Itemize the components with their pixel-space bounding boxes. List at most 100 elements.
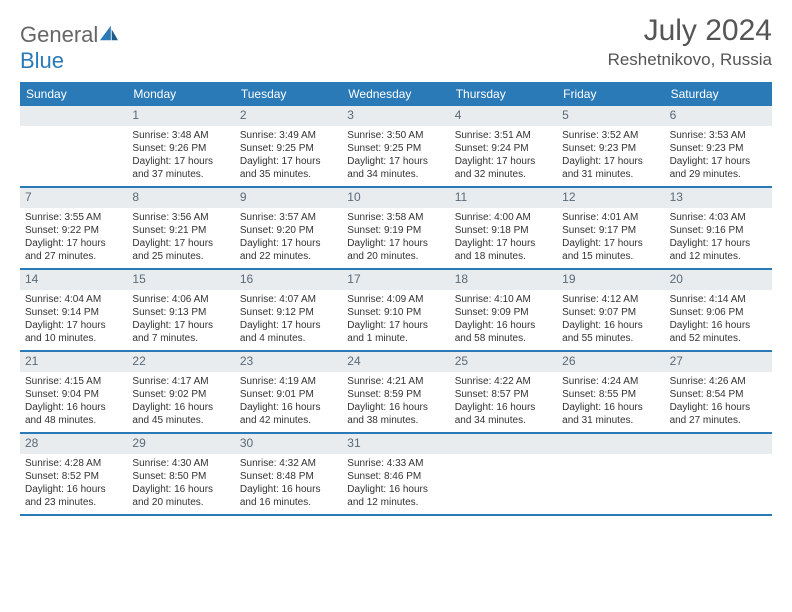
- day-line: Sunrise: 4:15 AM: [25, 375, 122, 388]
- day-text: Sunrise: 4:24 AMSunset: 8:55 PMDaylight:…: [557, 372, 664, 431]
- day-cell: 29Sunrise: 4:30 AMSunset: 8:50 PMDayligh…: [127, 434, 234, 514]
- day-line: Sunrise: 3:49 AM: [240, 129, 337, 142]
- day-number: 17: [342, 270, 449, 290]
- day-line: Daylight: 16 hours: [670, 401, 767, 414]
- day-line: Sunrise: 4:12 AM: [562, 293, 659, 306]
- day-line: Sunrise: 3:57 AM: [240, 211, 337, 224]
- day-cell: 28Sunrise: 4:28 AMSunset: 8:52 PMDayligh…: [20, 434, 127, 514]
- location-subtitle: Reshetnikovo, Russia: [608, 50, 772, 70]
- day-number: 27: [665, 352, 772, 372]
- day-line: Sunrise: 4:03 AM: [670, 211, 767, 224]
- day-text: Sunrise: 4:33 AMSunset: 8:46 PMDaylight:…: [342, 454, 449, 513]
- day-line: and 45 minutes.: [132, 414, 229, 427]
- day-line: Sunrise: 4:28 AM: [25, 457, 122, 470]
- day-line: Daylight: 16 hours: [132, 401, 229, 414]
- day-text: Sunrise: 3:48 AMSunset: 9:26 PMDaylight:…: [127, 126, 234, 185]
- day-cell: 20Sunrise: 4:14 AMSunset: 9:06 PMDayligh…: [665, 270, 772, 350]
- day-line: Sunrise: 4:14 AM: [670, 293, 767, 306]
- day-cell: 30Sunrise: 4:32 AMSunset: 8:48 PMDayligh…: [235, 434, 342, 514]
- day-text: Sunrise: 4:10 AMSunset: 9:09 PMDaylight:…: [450, 290, 557, 349]
- page-title-block: July 2024 Reshetnikovo, Russia: [608, 14, 772, 70]
- week-row: 14Sunrise: 4:04 AMSunset: 9:14 PMDayligh…: [20, 270, 772, 352]
- day-line: Daylight: 16 hours: [132, 483, 229, 496]
- day-line: Daylight: 16 hours: [25, 401, 122, 414]
- day-cell: 19Sunrise: 4:12 AMSunset: 9:07 PMDayligh…: [557, 270, 664, 350]
- month-title: July 2024: [608, 14, 772, 48]
- day-line: Daylight: 17 hours: [347, 237, 444, 250]
- day-cell: 15Sunrise: 4:06 AMSunset: 9:13 PMDayligh…: [127, 270, 234, 350]
- week-row: 7Sunrise: 3:55 AMSunset: 9:22 PMDaylight…: [20, 188, 772, 270]
- day-text: Sunrise: 3:58 AMSunset: 9:19 PMDaylight:…: [342, 208, 449, 267]
- day-line: and 27 minutes.: [670, 414, 767, 427]
- day-number: 19: [557, 270, 664, 290]
- day-line: Sunrise: 3:53 AM: [670, 129, 767, 142]
- dow-cell: Thursday: [450, 82, 557, 106]
- week-row: 21Sunrise: 4:15 AMSunset: 9:04 PMDayligh…: [20, 352, 772, 434]
- day-line: and 7 minutes.: [132, 332, 229, 345]
- day-text: Sunrise: 3:49 AMSunset: 9:25 PMDaylight:…: [235, 126, 342, 185]
- day-number: 5: [557, 106, 664, 126]
- day-line: Sunrise: 3:55 AM: [25, 211, 122, 224]
- day-text: Sunrise: 4:09 AMSunset: 9:10 PMDaylight:…: [342, 290, 449, 349]
- day-line: Sunset: 8:46 PM: [347, 470, 444, 483]
- day-line: and 12 minutes.: [347, 496, 444, 509]
- day-line: Daylight: 17 hours: [132, 237, 229, 250]
- day-line: Sunset: 9:06 PM: [670, 306, 767, 319]
- day-line: Sunrise: 3:48 AM: [132, 129, 229, 142]
- day-text: Sunrise: 4:06 AMSunset: 9:13 PMDaylight:…: [127, 290, 234, 349]
- day-line: Daylight: 17 hours: [240, 155, 337, 168]
- day-cell: 5Sunrise: 3:52 AMSunset: 9:23 PMDaylight…: [557, 106, 664, 186]
- day-number: 26: [557, 352, 664, 372]
- day-cell: 1Sunrise: 3:48 AMSunset: 9:26 PMDaylight…: [127, 106, 234, 186]
- day-line: Daylight: 16 hours: [25, 483, 122, 496]
- day-cell: 4Sunrise: 3:51 AMSunset: 9:24 PMDaylight…: [450, 106, 557, 186]
- day-line: Daylight: 16 hours: [240, 401, 337, 414]
- day-line: Sunset: 8:59 PM: [347, 388, 444, 401]
- day-text: Sunrise: 4:04 AMSunset: 9:14 PMDaylight:…: [20, 290, 127, 349]
- logo-word1: General: [20, 22, 98, 47]
- day-number: 31: [342, 434, 449, 454]
- day-number: 6: [665, 106, 772, 126]
- day-text: Sunrise: 4:14 AMSunset: 9:06 PMDaylight:…: [665, 290, 772, 349]
- day-line: Sunrise: 3:52 AM: [562, 129, 659, 142]
- day-text: Sunrise: 3:53 AMSunset: 9:23 PMDaylight:…: [665, 126, 772, 185]
- day-line: Sunrise: 4:09 AM: [347, 293, 444, 306]
- day-cell: 3Sunrise: 3:50 AMSunset: 9:25 PMDaylight…: [342, 106, 449, 186]
- day-number: 13: [665, 188, 772, 208]
- day-line: Daylight: 16 hours: [347, 483, 444, 496]
- dow-cell: Monday: [127, 82, 234, 106]
- day-line: Sunrise: 3:56 AM: [132, 211, 229, 224]
- day-text: Sunrise: 4:26 AMSunset: 8:54 PMDaylight:…: [665, 372, 772, 431]
- day-line: and 20 minutes.: [132, 496, 229, 509]
- day-line: Sunset: 9:23 PM: [562, 142, 659, 155]
- day-line: Sunset: 9:25 PM: [347, 142, 444, 155]
- day-line: Sunset: 9:19 PM: [347, 224, 444, 237]
- day-cell: 8Sunrise: 3:56 AMSunset: 9:21 PMDaylight…: [127, 188, 234, 268]
- day-line: Sunrise: 4:00 AM: [455, 211, 552, 224]
- day-line: and 34 minutes.: [347, 168, 444, 181]
- day-line: Daylight: 17 hours: [455, 237, 552, 250]
- day-line: Sunset: 9:26 PM: [132, 142, 229, 155]
- day-text: Sunrise: 3:50 AMSunset: 9:25 PMDaylight:…: [342, 126, 449, 185]
- day-line: and 55 minutes.: [562, 332, 659, 345]
- day-line: Daylight: 16 hours: [670, 319, 767, 332]
- day-line: Daylight: 17 hours: [132, 319, 229, 332]
- day-cell: 2Sunrise: 3:49 AMSunset: 9:25 PMDaylight…: [235, 106, 342, 186]
- day-line: and 27 minutes.: [25, 250, 122, 263]
- day-line: Sunset: 8:55 PM: [562, 388, 659, 401]
- day-text: Sunrise: 4:19 AMSunset: 9:01 PMDaylight:…: [235, 372, 342, 431]
- day-text: Sunrise: 3:56 AMSunset: 9:21 PMDaylight:…: [127, 208, 234, 267]
- day-line: Daylight: 16 hours: [562, 401, 659, 414]
- dow-cell: Friday: [557, 82, 664, 106]
- day-line: Sunrise: 3:50 AM: [347, 129, 444, 142]
- day-line: Sunrise: 4:22 AM: [455, 375, 552, 388]
- day-line: Sunrise: 4:17 AM: [132, 375, 229, 388]
- day-line: and 29 minutes.: [670, 168, 767, 181]
- day-line: Sunrise: 4:32 AM: [240, 457, 337, 470]
- day-text: Sunrise: 3:51 AMSunset: 9:24 PMDaylight:…: [450, 126, 557, 185]
- day-line: Daylight: 16 hours: [347, 401, 444, 414]
- day-line: Sunset: 9:21 PM: [132, 224, 229, 237]
- day-number: 18: [450, 270, 557, 290]
- day-number: 4: [450, 106, 557, 126]
- day-text: Sunrise: 4:03 AMSunset: 9:16 PMDaylight:…: [665, 208, 772, 267]
